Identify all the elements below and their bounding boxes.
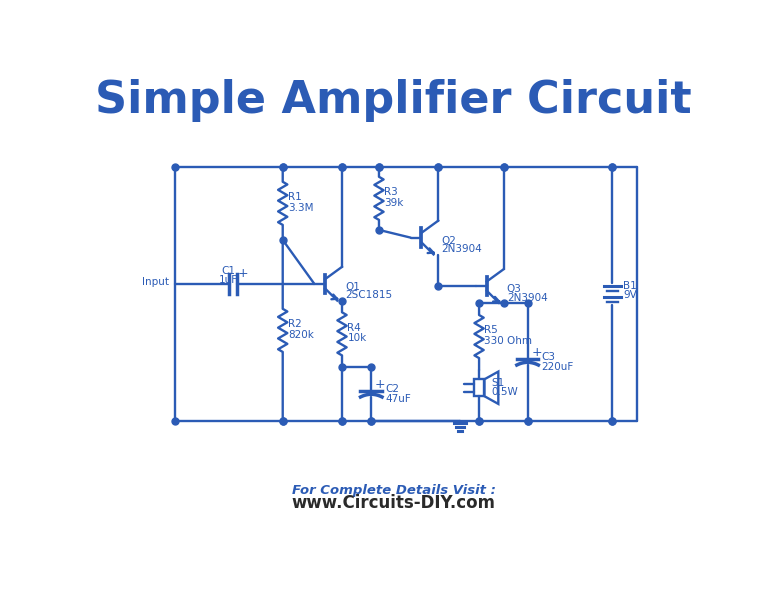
- Text: 2N3904: 2N3904: [442, 244, 482, 254]
- Text: 0.5W: 0.5W: [492, 387, 518, 397]
- Text: Q3: Q3: [507, 284, 521, 294]
- Text: 330 Ohm: 330 Ohm: [485, 336, 532, 346]
- Text: S1: S1: [492, 378, 505, 388]
- Text: C1: C1: [221, 267, 235, 276]
- Text: C2: C2: [385, 384, 399, 394]
- Text: 220uF: 220uF: [541, 362, 574, 372]
- Bar: [474, 380, 485, 396]
- Text: +: +: [238, 267, 249, 280]
- Text: Input: Input: [142, 277, 169, 287]
- Text: R2: R2: [288, 319, 302, 329]
- Text: R1: R1: [288, 192, 302, 202]
- Text: 39k: 39k: [384, 198, 404, 208]
- Text: 1uF: 1uF: [218, 275, 237, 285]
- Text: +: +: [375, 378, 386, 391]
- Text: R4: R4: [347, 323, 361, 333]
- Text: 2N3904: 2N3904: [507, 293, 548, 303]
- Text: Simple Amplifier Circuit: Simple Amplifier Circuit: [95, 79, 692, 122]
- Text: www.Circuits-DIY.com: www.Circuits-DIY.com: [292, 494, 495, 512]
- Text: +: +: [531, 346, 542, 359]
- Text: C3: C3: [541, 352, 555, 362]
- Text: R3: R3: [384, 187, 398, 197]
- Text: For Complete Details Visit :: For Complete Details Visit :: [292, 484, 495, 497]
- Text: 820k: 820k: [288, 330, 314, 340]
- Text: 2SC1815: 2SC1815: [345, 290, 392, 301]
- Text: R5: R5: [485, 326, 498, 336]
- Text: 9V: 9V: [623, 290, 637, 301]
- Text: B1: B1: [623, 281, 637, 291]
- Text: Q1: Q1: [345, 282, 360, 292]
- Text: 10k: 10k: [347, 333, 366, 343]
- Text: Q2: Q2: [442, 236, 456, 246]
- Text: 47uF: 47uF: [385, 394, 411, 403]
- Text: 3.3M: 3.3M: [288, 203, 313, 213]
